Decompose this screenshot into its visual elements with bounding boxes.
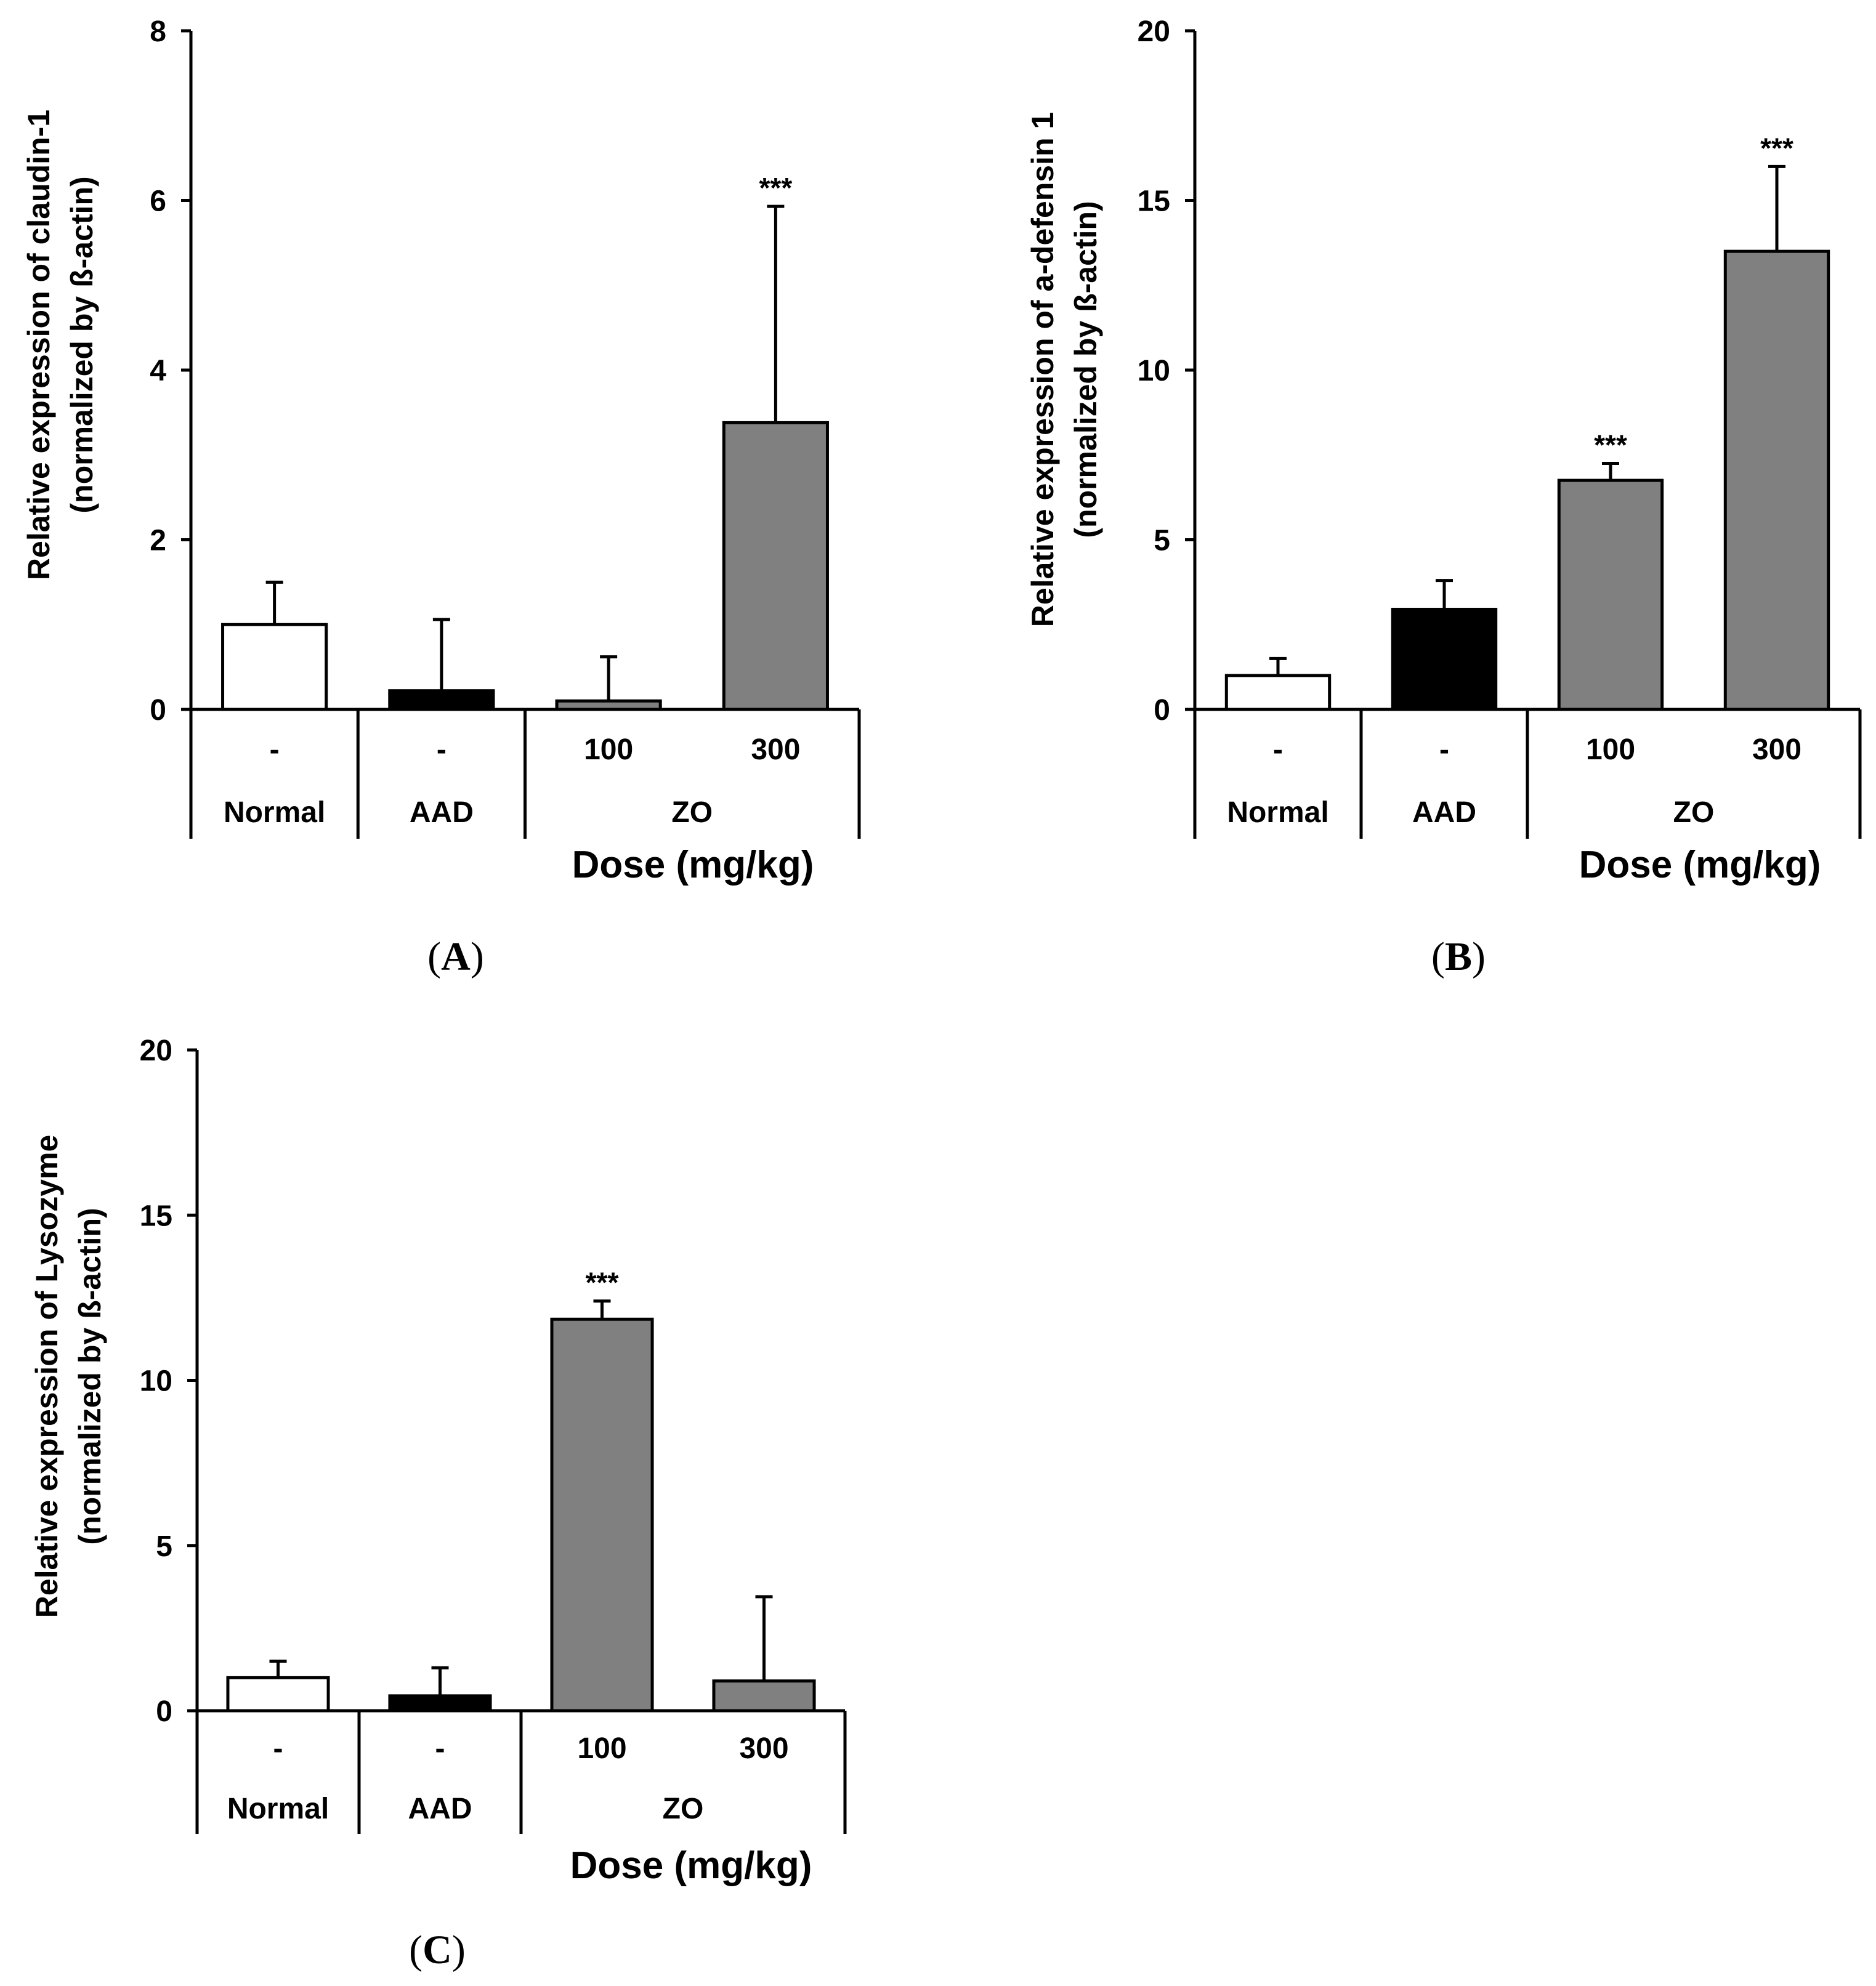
- y-axis-label: Relative expression of claudin-1: [22, 110, 56, 580]
- dose-label: -: [435, 1732, 445, 1765]
- y-tick-label: 10: [1138, 355, 1170, 387]
- bar-2: [388, 1694, 492, 1713]
- group-label: AAD: [1412, 796, 1476, 829]
- y-tick-label: 6: [150, 185, 166, 218]
- group-label: Normal: [1227, 796, 1328, 829]
- panel-label: (A): [427, 934, 484, 979]
- group-label: ZO: [663, 1793, 704, 1825]
- dose-label: -: [437, 733, 447, 766]
- bar-4: [712, 1679, 816, 1713]
- bar-4: [722, 421, 829, 711]
- y-tick-label: 5: [1154, 525, 1170, 557]
- y-axis-label: Relative expression of Lysozyme: [30, 1135, 64, 1618]
- dose-label: 100: [577, 1732, 626, 1765]
- group-label: ZO: [1673, 796, 1715, 829]
- dose-label: -: [1439, 733, 1449, 766]
- dose-label: 300: [739, 1732, 788, 1765]
- y-tick-label: 20: [1138, 15, 1170, 48]
- bar-3: [550, 1317, 654, 1713]
- group-label: Normal: [227, 1793, 329, 1825]
- bar-1: [226, 1676, 330, 1713]
- dose-label: -: [1273, 733, 1283, 766]
- y-tick-label: 20: [140, 1035, 172, 1067]
- y-tick-label: 0: [1154, 694, 1170, 727]
- y-axis-label-units: (normalized by ß-actin): [73, 1208, 107, 1544]
- y-tick-label: 8: [150, 15, 166, 48]
- group-label: ZO: [671, 796, 713, 829]
- dose-label: 100: [584, 733, 633, 766]
- dose-label: -: [270, 733, 280, 766]
- bar-1: [221, 623, 328, 711]
- chart-panel-a: 0 2 4 6 8 Relative expression of claudin-1 (no…: [22, 15, 861, 979]
- y-tick-label: 4: [150, 355, 166, 387]
- chart-panel-b: 0 5 10 15 20 Relative expression of a-defensi…: [1025, 15, 1862, 979]
- y-tick-label: 2: [150, 525, 166, 557]
- x-axis-title: Dose (mg/kg): [570, 1844, 812, 1887]
- x-axis-title: Dose (mg/kg): [572, 844, 814, 886]
- y-tick-label: 15: [140, 1200, 172, 1232]
- figure-panels: 0 2 4 6 8 Relative expression of claudin-1 (no…: [22, 15, 1862, 1972]
- dose-label: 300: [1752, 733, 1801, 766]
- panel-label: (C): [409, 1927, 466, 1972]
- y-axis-label-units: (normalized by ß-actin): [1069, 201, 1103, 538]
- x-axis-title: Dose (mg/kg): [1579, 844, 1821, 886]
- panel-label: (B): [1431, 934, 1486, 979]
- group-label: Normal: [224, 796, 325, 829]
- chart-panel-c: 0 5 10 15 20 Relative expression of Lysozyme (…: [30, 1035, 847, 1972]
- y-tick-label: 5: [156, 1530, 172, 1563]
- dose-label: 300: [751, 733, 800, 766]
- bar-1: [1224, 674, 1332, 711]
- y-tick-label: 0: [150, 694, 166, 727]
- significance-marker: ***: [586, 1267, 619, 1299]
- bar-2: [388, 689, 495, 711]
- dose-label: 100: [1586, 733, 1635, 766]
- significance-marker: ***: [1760, 132, 1793, 164]
- bar-2: [1391, 607, 1498, 711]
- bar-3: [555, 699, 662, 711]
- y-tick-label: 0: [156, 1695, 172, 1728]
- significance-marker: ***: [1594, 429, 1627, 461]
- y-tick-label: 15: [1138, 185, 1170, 218]
- significance-marker: ***: [759, 172, 793, 204]
- y-tick-label: 10: [140, 1365, 172, 1398]
- group-label: AAD: [410, 796, 474, 829]
- group-label: AAD: [408, 1793, 472, 1825]
- y-axis-label: Relative expression of a-defensin 1: [1025, 112, 1060, 627]
- y-axis-label-units: (normalized by ß-actin): [65, 176, 99, 513]
- bar-4: [1723, 249, 1830, 711]
- bar-3: [1557, 478, 1664, 711]
- dose-label: -: [273, 1732, 283, 1765]
